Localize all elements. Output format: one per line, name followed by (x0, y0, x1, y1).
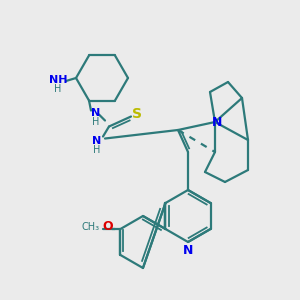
Text: N: N (212, 116, 222, 128)
Text: S: S (132, 106, 142, 121)
Text: H: H (54, 84, 62, 94)
Text: N: N (183, 244, 193, 256)
Text: NH: NH (49, 75, 67, 85)
Text: H: H (93, 145, 101, 154)
Text: H: H (92, 116, 100, 127)
Text: N: N (92, 136, 102, 146)
Text: CH₃: CH₃ (81, 222, 100, 232)
Text: N: N (92, 107, 100, 118)
Text: O: O (102, 220, 113, 233)
